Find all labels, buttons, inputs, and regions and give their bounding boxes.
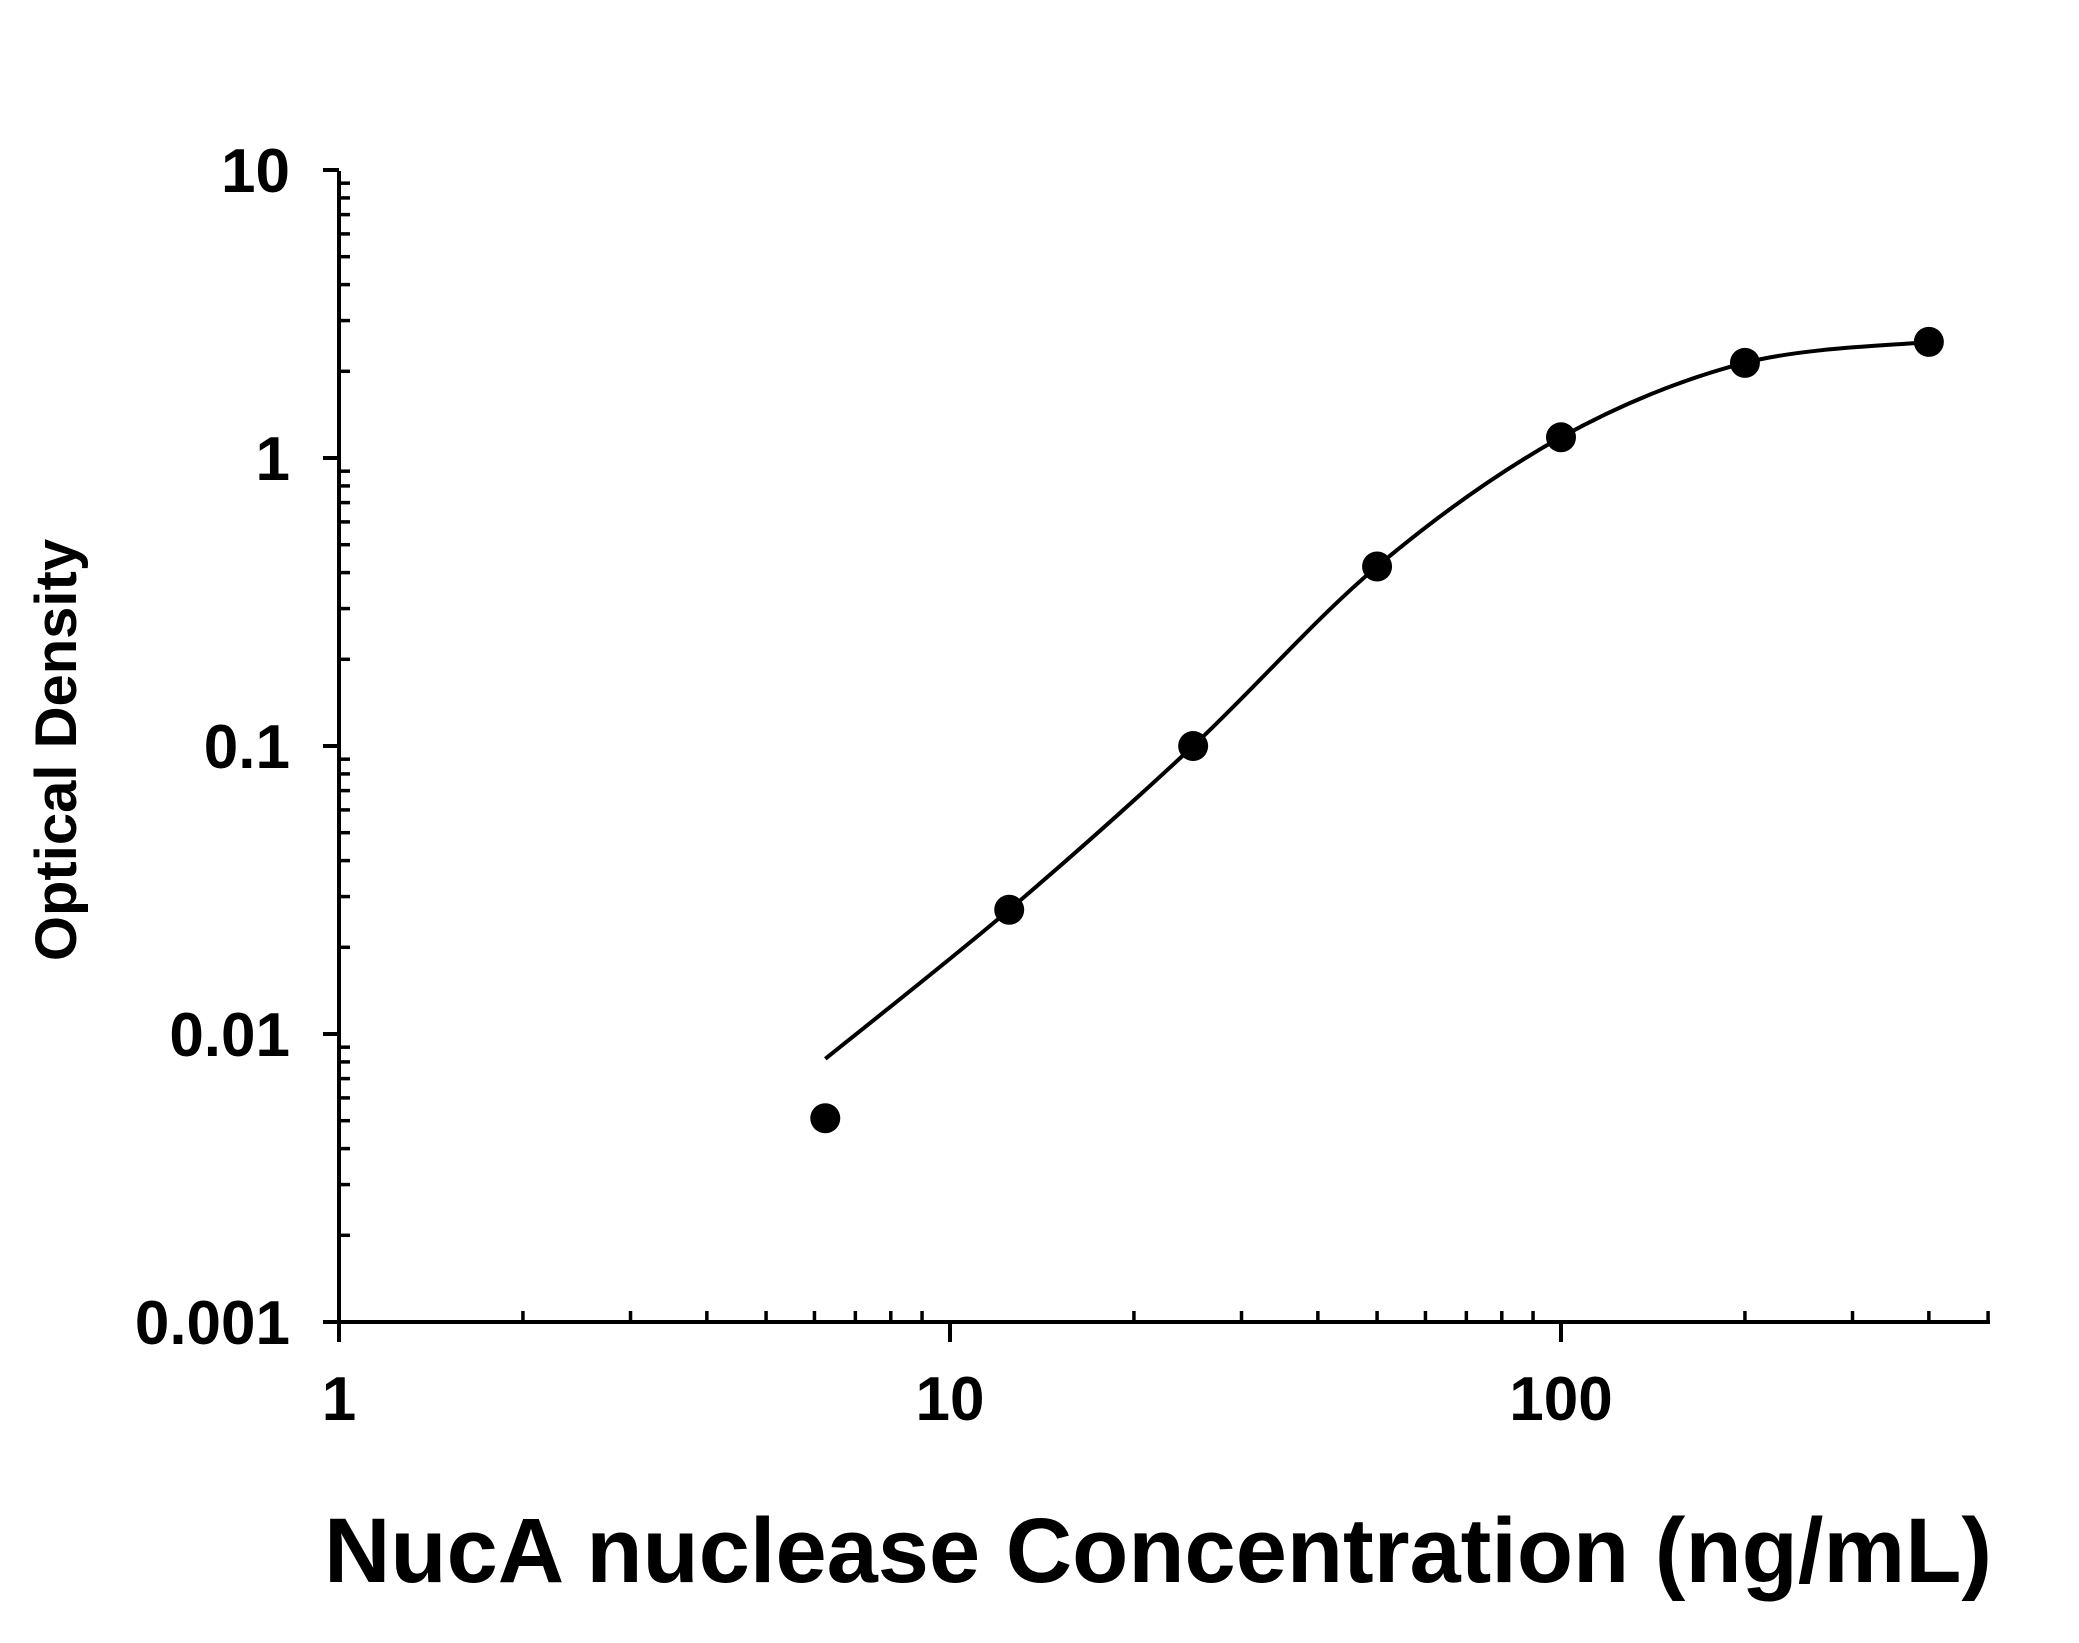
data-point-marker (1913, 326, 1944, 357)
x-tick-label: 100 (1509, 1365, 1612, 1434)
data-point-marker (1178, 731, 1209, 761)
x-tick-labels: 1 10 100 (322, 1365, 1613, 1434)
y-tick-label: 10 (221, 137, 290, 206)
data-point-marker (810, 1103, 841, 1134)
data-points (810, 326, 1944, 1134)
x-tick-label: 1 (322, 1365, 356, 1434)
axes (323, 168, 1990, 1342)
fitted-curve-line (824, 339, 1930, 1061)
y-tick-label: 1 (256, 425, 290, 494)
y-tick-label: 0.01 (169, 1001, 290, 1070)
data-point-marker (994, 894, 1025, 925)
data-point-marker (1546, 422, 1576, 453)
y-tick-label: 0.1 (204, 713, 290, 782)
data-point-marker (1729, 347, 1760, 378)
y-axis-title: Optical Density (24, 539, 89, 961)
x-axis-title: NucA nuclease Concentration (ng/mL) (324, 1500, 1992, 1602)
data-point-marker (1362, 551, 1393, 582)
y-tick-labels: 0.001 0.01 0.1 1 10 (135, 137, 290, 1358)
x-tick-label: 10 (916, 1365, 985, 1434)
y-tick-label: 0.001 (135, 1289, 290, 1358)
